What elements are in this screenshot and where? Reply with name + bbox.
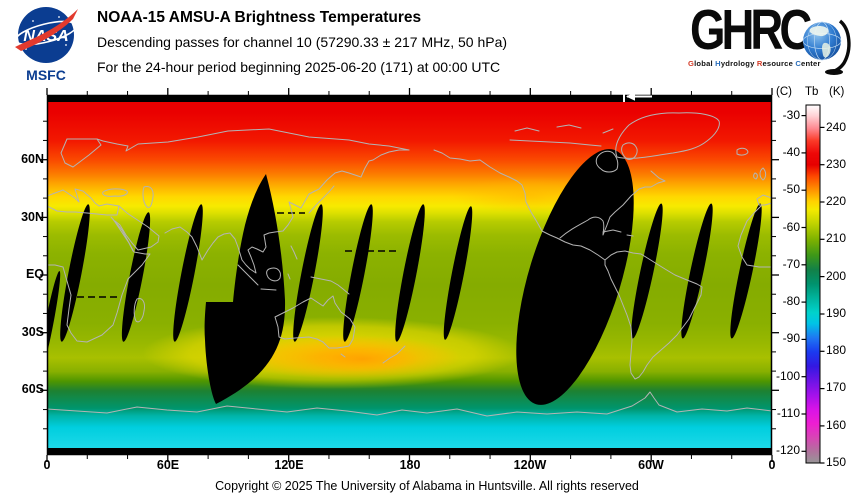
axis-minor-ticks bbox=[43, 91, 776, 459]
lat-label-30n: 30N bbox=[21, 210, 44, 224]
cb-k-150: 150 bbox=[826, 455, 847, 469]
colorbar bbox=[801, 104, 825, 464]
cb-k-190: 190 bbox=[826, 306, 847, 320]
ghrc-logo: GHRC Global Hydrology Resource Center bbox=[688, 2, 854, 80]
lat-label-60n: 60N bbox=[21, 152, 44, 166]
map-frame bbox=[46, 94, 773, 456]
lon-label-60w: 60W bbox=[638, 458, 664, 472]
colorbar-unit-kelvin: (K) bbox=[829, 86, 845, 98]
ghrc-acronym: GHRC bbox=[690, 0, 812, 62]
coastline-overlay bbox=[47, 112, 772, 417]
axis-major-ticks bbox=[40, 88, 779, 462]
lon-label-0l: 0 bbox=[43, 458, 51, 472]
cb-c-40: -40 bbox=[782, 145, 800, 159]
lon-label-180: 180 bbox=[399, 458, 421, 472]
nasa-logo: NASA bbox=[15, 7, 78, 63]
lon-label-120w: 120W bbox=[513, 458, 547, 472]
map-bottom-bar bbox=[47, 448, 772, 455]
cb-k-170: 170 bbox=[826, 380, 847, 394]
tagline-initial-c: C bbox=[795, 59, 802, 68]
cb-k-160: 160 bbox=[826, 418, 847, 432]
map-top-bar bbox=[47, 95, 772, 102]
cb-c-110: -110 bbox=[776, 406, 800, 420]
cb-c-50: -50 bbox=[782, 182, 800, 196]
cb-c-60: -60 bbox=[782, 220, 800, 234]
tagline-initial-g: G bbox=[688, 59, 695, 68]
cb-k-210: 210 bbox=[826, 231, 847, 245]
cb-c-30: -30 bbox=[782, 108, 800, 122]
temperature-field bbox=[47, 102, 772, 448]
cb-k-200: 200 bbox=[826, 269, 847, 283]
day-boundary-dashes bbox=[77, 212, 400, 298]
ghrc-globe-icon bbox=[802, 19, 851, 75]
cb-k-220: 220 bbox=[826, 194, 847, 208]
colorbar-ticks bbox=[801, 115, 825, 464]
lon-label-0r: 0 bbox=[768, 458, 776, 472]
cb-c-90: -90 bbox=[782, 331, 800, 345]
cb-k-230: 230 bbox=[826, 157, 847, 171]
page-title: NOAA-15 AMSU-A Brightness Temperatures bbox=[97, 9, 422, 26]
data-gap-swaths bbox=[47, 149, 762, 405]
cb-c-70: -70 bbox=[782, 257, 800, 271]
lat-label-eq: EQ bbox=[25, 267, 44, 281]
colorbar-unit-celsius: (C) bbox=[776, 86, 792, 98]
cb-c-100: -100 bbox=[775, 369, 800, 383]
lat-label-60s: 60S bbox=[21, 382, 44, 396]
period-subtitle: For the 24-hour period beginning 2025-06… bbox=[97, 59, 501, 75]
lon-label-120e: 120E bbox=[274, 458, 304, 472]
world-map bbox=[40, 88, 779, 462]
brightness-temperature-figure bbox=[40, 88, 825, 464]
nasa-swoosh bbox=[15, 9, 78, 51]
pass-start-arrow-icon bbox=[623, 91, 652, 102]
colorbar-gradient bbox=[805, 104, 821, 464]
cb-k-240: 240 bbox=[826, 120, 847, 134]
copyright-notice: Copyright © 2025 The University of Alaba… bbox=[215, 479, 639, 493]
tagline-initial-r: R bbox=[756, 59, 763, 68]
lat-label-30s: 30S bbox=[21, 325, 44, 339]
channel-subtitle: Descending passes for channel 10 (57290.… bbox=[97, 34, 508, 50]
cb-k-180: 180 bbox=[826, 343, 847, 357]
cb-c-120: -120 bbox=[775, 443, 800, 457]
nasa-orbit bbox=[15, 20, 77, 46]
lon-label-60e: 60E bbox=[156, 458, 180, 472]
colorbar-unit-tb: Tb bbox=[805, 86, 819, 98]
msfc-label: MSFC bbox=[26, 67, 66, 83]
tagline-initial-h: H bbox=[715, 59, 721, 68]
ghrc-tagline: Global Hydrology Resource Center bbox=[688, 59, 821, 68]
cb-c-80: -80 bbox=[782, 294, 800, 308]
